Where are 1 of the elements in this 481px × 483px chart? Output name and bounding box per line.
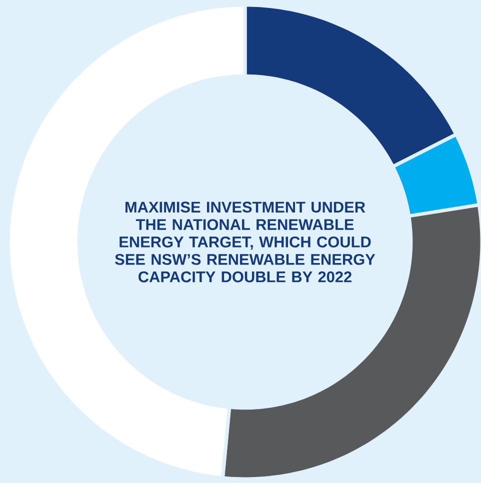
text: MAXIMISE INVESTMENT UNDER THE NATIONAL RENEWABLE ENERGY TARGET, WHICH COULD SEE NSW’S RENEWABLE ENERGY CAPACITY DOUBLE BY 2022 [115,202,376,282]
